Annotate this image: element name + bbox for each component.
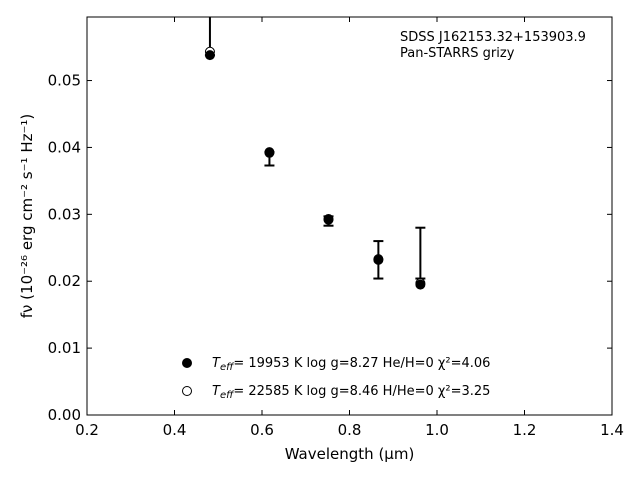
- y-axis-label: fν (10⁻²⁶ erg cm⁻² s⁻¹ Hz⁻¹): [18, 114, 36, 319]
- x-tick-label: 1.2: [513, 421, 537, 439]
- y-tick-label: 0.04: [48, 138, 81, 156]
- legend-marker-open: [182, 386, 192, 396]
- data-markers: [204, 46, 426, 290]
- x-tick-label: 1.0: [425, 421, 449, 439]
- legend-entry-filled: Teff= 19953 K log g=8.27 He/H=0 χ²=4.06: [212, 356, 490, 373]
- annotation-survey: Pan-STARRS grizy: [400, 46, 515, 61]
- x-tick-label: 0.2: [75, 421, 99, 439]
- x-tick-label: 0.6: [250, 421, 274, 439]
- y-tick-label: 0.03: [48, 205, 81, 223]
- model-point-filled: [415, 279, 426, 290]
- legend-marker-filled: [182, 358, 192, 368]
- model-point-filled: [204, 50, 215, 61]
- y-tick-label: 0.01: [48, 339, 81, 357]
- y-tick-label: 0.02: [48, 272, 81, 290]
- model-point-filled: [323, 214, 334, 225]
- error-bars: [204, 17, 426, 280]
- legend: Teff= 19953 K log g=8.27 He/H=0 χ²=4.06 …: [182, 356, 490, 401]
- y-tick-label: 0.05: [48, 72, 81, 90]
- x-axis-label: Wavelength (μm): [285, 445, 415, 463]
- x-tick-label: 0.4: [163, 421, 187, 439]
- x-tick-label: 0.8: [338, 421, 362, 439]
- legend-entry-open: Teff= 22585 K log g=8.46 H/He=0 χ²=3.25: [212, 384, 490, 401]
- model-point-filled: [373, 254, 384, 265]
- annotation-object: SDSS J162153.32+153903.9: [400, 30, 586, 45]
- model-point-filled: [264, 147, 275, 158]
- y-tick-label: 0.00: [48, 406, 81, 424]
- x-tick-label: 1.4: [600, 421, 624, 439]
- axis-ticks: 0.2 0.4 0.6 0.8 1.0 1.2 1.4 0.00 0.01 0.02 0.03 0.0…: [48, 17, 624, 439]
